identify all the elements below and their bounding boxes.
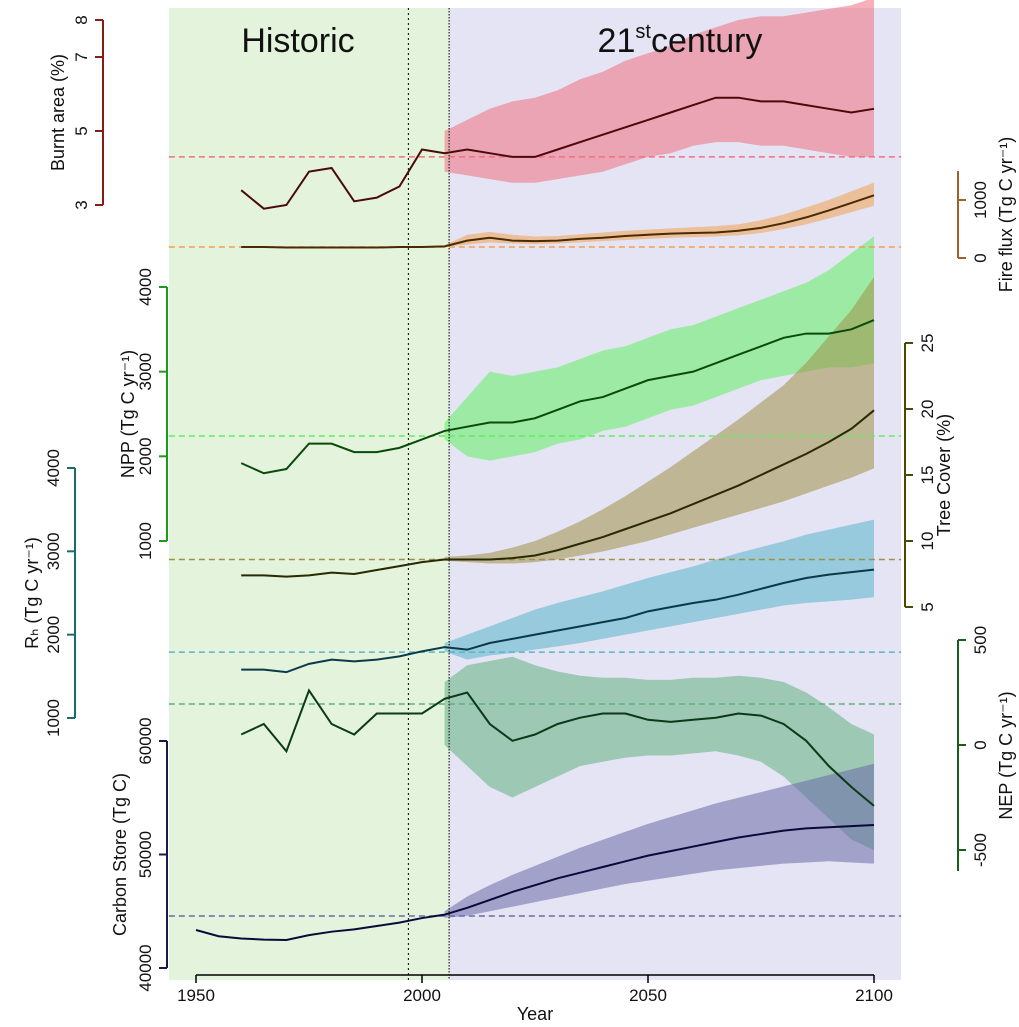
y-tick-label: 0 — [971, 253, 990, 262]
y-tick-label: 0 — [971, 740, 990, 749]
y-tick-label: 7 — [72, 52, 91, 61]
line — [241, 409, 875, 578]
y-tick-label: 3000 — [44, 532, 63, 570]
line — [241, 568, 875, 674]
y-tick-label: 50000 — [136, 831, 155, 878]
y-tick-label: 3 — [72, 200, 91, 209]
uncertainty-band — [444, 0, 874, 183]
y-axis-label: NPP (Tg C yr⁻¹) — [118, 350, 138, 478]
y-tick-label: 4000 — [136, 268, 155, 306]
y-tick-label: 5 — [72, 126, 91, 135]
y-tick-label: 10 — [918, 532, 937, 551]
uncertainty-band — [444, 519, 874, 660]
x-tick-label: 1950 — [177, 986, 215, 1005]
x-axis-label: Year — [517, 1004, 553, 1024]
line — [240, 96, 875, 210]
y-axis-label: Carbon Store (Tg C) — [110, 773, 130, 936]
uncertainty-band — [444, 182, 874, 247]
y-tick-label: 15 — [918, 466, 937, 485]
y-tick-label: 5 — [918, 602, 937, 611]
lines — [195, 96, 875, 941]
uncertainty-band — [444, 656, 874, 850]
y-axis-label: Tree Cover (%) — [934, 414, 954, 536]
y-tick-label: -500 — [971, 833, 990, 867]
line — [195, 823, 875, 941]
uncertainty-band — [444, 236, 874, 461]
y-tick-label: 60000 — [136, 717, 155, 764]
y-tick-label: 40000 — [136, 944, 155, 991]
x-tick-label: 2100 — [855, 986, 893, 1005]
y-axis-label: Fire flux (Tg C yr⁻¹) — [996, 137, 1016, 293]
line — [240, 319, 875, 475]
x-tick-label: 2000 — [403, 986, 441, 1005]
y-tick-label: 2000 — [136, 437, 155, 475]
y-tick-label: 25 — [918, 334, 937, 353]
x-tick-label: 2050 — [629, 986, 667, 1005]
historic-region — [168, 8, 450, 980]
annotation: century — [651, 22, 763, 60]
y-tick-label: 1000 — [971, 181, 990, 219]
uncertainty-band — [444, 277, 874, 564]
y-tick-label: 1000 — [136, 522, 155, 560]
annotation: 21stcentury — [598, 21, 763, 60]
y-axis-label: Burnt area (%) — [48, 54, 68, 171]
annotation: st — [635, 21, 651, 43]
y-tick-label: 500 — [971, 626, 990, 654]
line — [240, 688, 875, 807]
y-tick-label: 4000 — [44, 449, 63, 487]
y-tick-label: 3000 — [136, 353, 155, 391]
y-tick-label: 20 — [918, 400, 937, 419]
annotation: Historic — [241, 22, 354, 60]
y-tick-label: 1000 — [44, 699, 63, 737]
y-axis-label: Rₕ (Tg C yr⁻¹) — [22, 537, 42, 649]
y-tick-label: 2000 — [44, 616, 63, 654]
annotation: 21 — [598, 22, 636, 60]
y-axis-label: NEP (Tg C yr⁻¹) — [996, 691, 1016, 819]
line — [241, 194, 875, 249]
y-tick-label: 8 — [72, 15, 91, 24]
